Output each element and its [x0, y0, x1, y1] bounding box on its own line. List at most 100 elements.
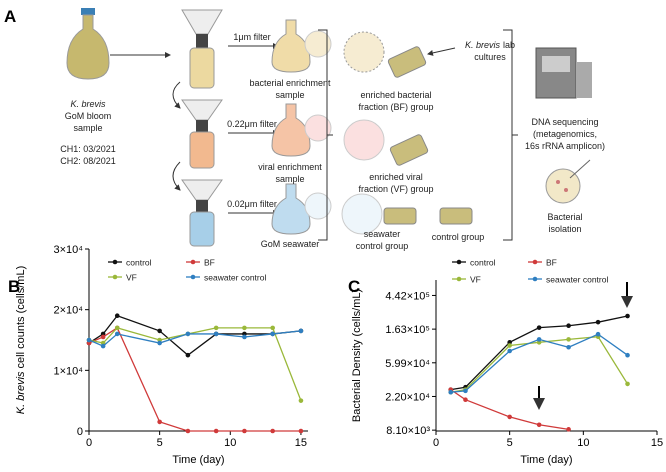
- data-point: [100, 343, 106, 349]
- bracket: [503, 29, 518, 241]
- filter-label: 1μm filter: [233, 32, 270, 42]
- data-point: [507, 414, 512, 420]
- x-tick-label: 15: [651, 437, 663, 449]
- legend-swatch: [112, 274, 118, 280]
- y-tick-label: 4.42×10⁵: [385, 290, 430, 302]
- x-tick-label: 10: [577, 437, 589, 449]
- x-tick-label: 15: [295, 437, 307, 449]
- data-point: [625, 352, 630, 358]
- series-line: [88, 326, 301, 432]
- group-label: fraction (VF) group: [358, 184, 433, 194]
- group-label: fraction (BF) group: [358, 102, 433, 112]
- panel-label: B: [8, 277, 20, 296]
- y-tick-label: 1.63×10⁵: [385, 324, 430, 336]
- group-label: enriched viral: [369, 172, 423, 182]
- x-axis-title: Time (day): [520, 454, 572, 466]
- analysis-label: (metagenomics,: [533, 129, 597, 139]
- enrichment-flasks: [271, 19, 332, 235]
- y-tick-label: 1×10⁴: [53, 365, 83, 377]
- analysis-label: isolation: [548, 224, 581, 234]
- data-point: [566, 344, 571, 350]
- data-point: [566, 323, 571, 329]
- x-tick-label: 10: [224, 437, 236, 449]
- data-point: [100, 334, 106, 340]
- legend-label: control: [470, 258, 496, 268]
- data-point: [213, 331, 219, 337]
- analysis-icons: [535, 47, 592, 204]
- series-line: [450, 336, 629, 393]
- data-point: [536, 422, 542, 428]
- data-point: [595, 331, 601, 337]
- panel-label: A: [4, 7, 16, 26]
- enrichment-label: bacterial enrichment: [249, 78, 331, 88]
- data-point: [566, 337, 571, 342]
- legend-label: VF: [470, 275, 481, 285]
- data-point: [114, 313, 120, 319]
- y-axis-title-text: Bacterial Density (cells/mL): [351, 289, 363, 422]
- enrichment-label: GoM seawater: [261, 239, 320, 249]
- data-point: [185, 352, 191, 358]
- data-point: [536, 325, 542, 330]
- data-point: [448, 389, 454, 395]
- data-point: [566, 427, 571, 432]
- enrichment-label: viral enrichment: [258, 162, 322, 172]
- data-point: [213, 325, 219, 331]
- legend-label: control: [126, 258, 152, 268]
- legend-label: BF: [204, 258, 215, 268]
- y-tick-label: 0: [77, 426, 83, 438]
- data-point: [213, 428, 219, 434]
- data-point: [157, 328, 162, 334]
- lab-cultures: K. brevis lab: [465, 40, 515, 50]
- data-point: [507, 343, 512, 348]
- sample-text: GoM bloom: [65, 111, 112, 121]
- y-tick-label: 5.99×10⁴: [385, 358, 430, 370]
- legend-swatch: [190, 259, 196, 265]
- series-line: [88, 330, 302, 347]
- filter-label: 0.22μm filter: [227, 119, 277, 129]
- data-point: [463, 388, 468, 394]
- series-line: [450, 389, 569, 430]
- data-point: [185, 331, 191, 337]
- legend-swatch: [190, 274, 196, 280]
- sample-flask: [66, 8, 110, 80]
- series-line: [88, 327, 302, 401]
- sample-species: K. brevis: [70, 99, 106, 109]
- data-point: [536, 337, 542, 342]
- analysis-label: DNA sequencing: [531, 117, 598, 127]
- y-axis-title-species: K. brevis: [15, 371, 27, 414]
- data-point: [298, 328, 304, 334]
- data-point: [270, 325, 275, 331]
- enrichment-label: sample: [275, 90, 304, 100]
- lab-cultures: cultures: [474, 52, 506, 62]
- legend-label: BF: [546, 258, 557, 268]
- panel-label: C: [348, 277, 360, 296]
- group-icons: [341, 31, 473, 235]
- collection: CH2: 08/2021: [60, 156, 116, 166]
- group-label: control group: [432, 232, 485, 242]
- analysis-label: Bacterial: [547, 212, 582, 222]
- data-point: [114, 331, 120, 337]
- data-point: [463, 397, 468, 403]
- data-point: [242, 428, 247, 434]
- legend-swatch: [532, 276, 538, 282]
- analysis-label: 16s rRNA amplicon): [525, 141, 605, 151]
- data-point: [595, 319, 601, 325]
- data-point: [507, 340, 512, 345]
- legend-swatch: [112, 259, 118, 265]
- data-point: [298, 398, 304, 403]
- data-point: [157, 340, 162, 346]
- y-axis-title: Bacterial Density (cells/mL): [351, 289, 363, 422]
- legend-swatch: [532, 259, 538, 265]
- data-point: [242, 325, 247, 331]
- legend-label: seawater control: [204, 273, 266, 283]
- sample-text: sample: [73, 123, 102, 133]
- bracket: [318, 29, 333, 241]
- collection: CH1: 03/2021: [60, 144, 116, 154]
- y-tick-label: 8.10×10³: [386, 425, 430, 437]
- funnels: [172, 9, 223, 247]
- y-axis-title: K. brevis cell counts (cells/mL): [15, 266, 27, 415]
- x-axis-title: Time (day): [172, 454, 224, 466]
- x-tick-label: 0: [86, 437, 92, 449]
- legend-label: VF: [126, 273, 137, 283]
